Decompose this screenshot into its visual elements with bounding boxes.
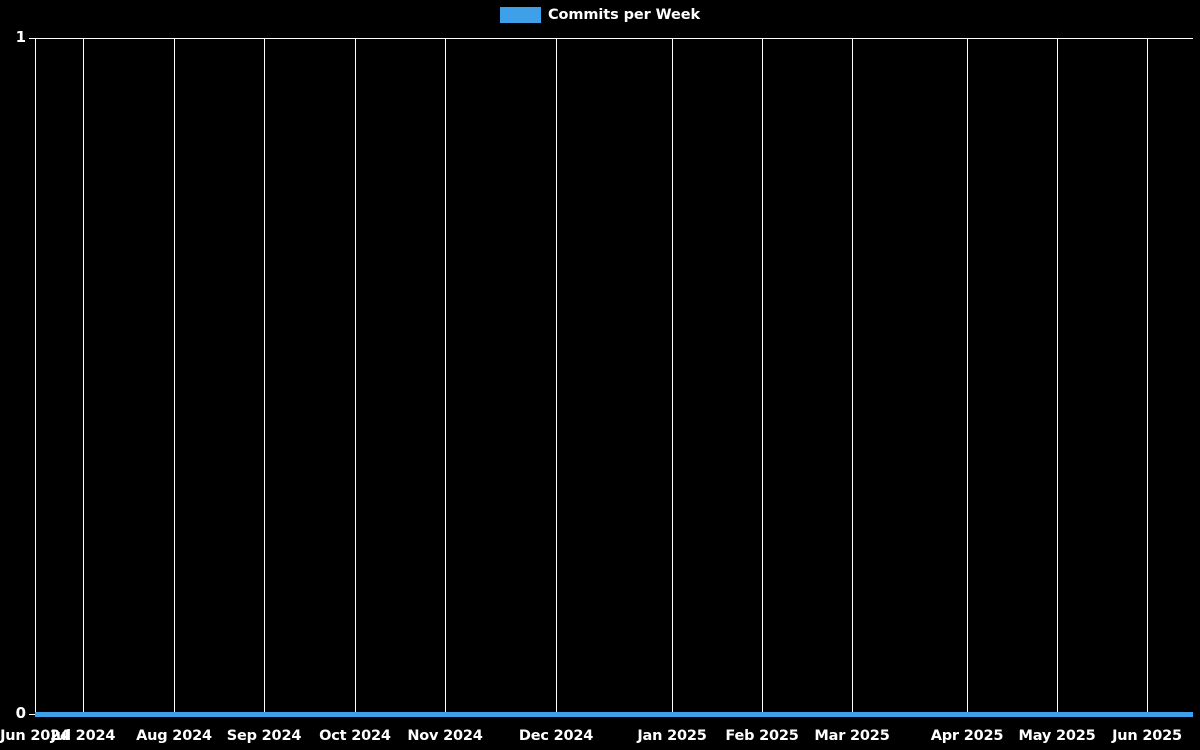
gridline-4 bbox=[355, 38, 356, 714]
y-axis-label-0: 0 bbox=[15, 704, 26, 722]
y-tick-bottom bbox=[29, 714, 35, 715]
gridline-11 bbox=[1057, 38, 1058, 714]
gridline-10 bbox=[967, 38, 968, 714]
x-axis-label-1: Jul 2024 bbox=[50, 728, 116, 744]
y-axis-label-1: 1 bbox=[15, 28, 26, 46]
gridline-12 bbox=[1147, 38, 1148, 714]
x-axis-label-8: Feb 2025 bbox=[725, 728, 799, 744]
gridline-8 bbox=[762, 38, 763, 714]
x-axis-label-6: Dec 2024 bbox=[518, 728, 594, 744]
gridline-0 bbox=[35, 38, 36, 714]
x-axis-label-11: May 2025 bbox=[1018, 728, 1096, 744]
x-axis-label-10: Apr 2025 bbox=[930, 728, 1004, 744]
gridline-7 bbox=[672, 38, 673, 714]
gridline-3 bbox=[264, 38, 265, 714]
x-axis-label-4: Oct 2024 bbox=[319, 728, 391, 744]
chart-legend: Commits per Week bbox=[0, 0, 1200, 30]
x-axis-label-9: Mar 2025 bbox=[814, 728, 890, 744]
series-line-0 bbox=[35, 712, 1193, 717]
x-axis-label-3: Sep 2024 bbox=[226, 728, 302, 744]
gridline-6 bbox=[556, 38, 557, 714]
gridline-5 bbox=[445, 38, 446, 714]
gridline-9 bbox=[852, 38, 853, 714]
x-axis-label-5: Nov 2024 bbox=[407, 728, 483, 744]
axis-top-line bbox=[35, 38, 1193, 39]
legend-label-commits: Commits per Week bbox=[547, 7, 700, 23]
y-tick-top bbox=[29, 38, 35, 39]
legend-entry-commits[interactable]: Commits per Week bbox=[499, 7, 700, 23]
x-axis-label-7: Jan 2025 bbox=[637, 728, 707, 744]
legend-swatch-commits-icon bbox=[499, 7, 541, 23]
gridline-1 bbox=[83, 38, 84, 714]
gridline-2 bbox=[174, 38, 175, 714]
x-axis-label-2: Aug 2024 bbox=[136, 728, 212, 744]
x-axis-label-12: Jun 2025 bbox=[1112, 728, 1182, 744]
x-axis-label-0: Jun 2024 bbox=[0, 728, 70, 744]
